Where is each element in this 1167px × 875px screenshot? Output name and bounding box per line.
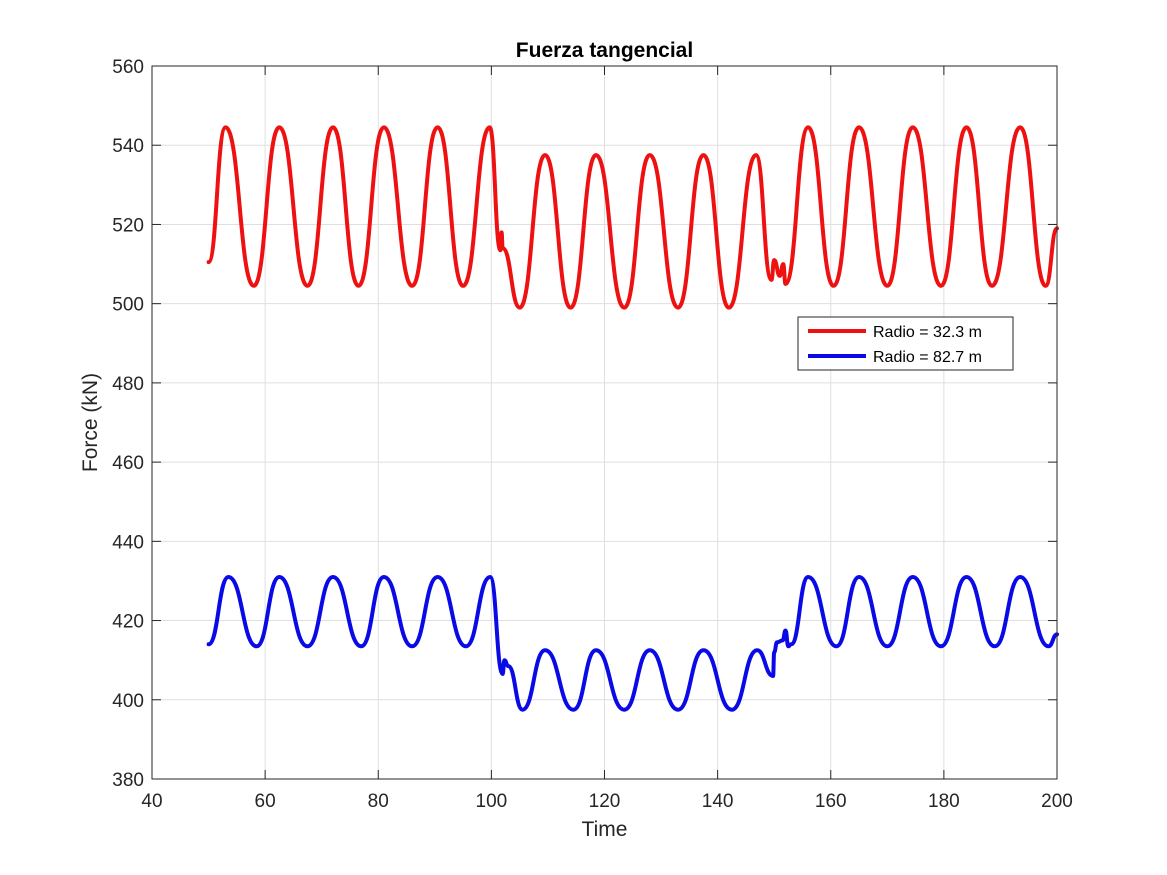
y-tick-label: 460 (112, 453, 144, 474)
x-tick-label: 200 (1041, 791, 1073, 812)
series-lines (206, 125, 1059, 712)
x-tick-label: 100 (476, 791, 508, 812)
x-tick-label: 160 (815, 791, 847, 812)
x-tick-label: 60 (255, 791, 276, 812)
x-tick-label: 40 (141, 791, 162, 812)
x-tick-label: 140 (702, 791, 734, 812)
legend-box (797, 316, 1014, 371)
y-tick-label: 400 (112, 691, 144, 712)
legend-label-series-2: Radio = 82.7 m (873, 349, 982, 366)
x-tick-label: 120 (589, 791, 621, 812)
y-tick-label: 500 (112, 295, 144, 316)
y-tick-label: 380 (112, 770, 144, 791)
y-tick-label: 560 (112, 57, 144, 78)
x-axis-title: Time (582, 818, 628, 841)
y-axis-title: Force (kN) (79, 373, 102, 472)
series-line-2 (206, 575, 1059, 712)
x-tick-label: 80 (368, 791, 389, 812)
x-tick-label: 180 (928, 791, 960, 812)
y-tick-label: 480 (112, 374, 144, 395)
y-tick-label: 540 (112, 136, 144, 157)
y-tick-label: 520 (112, 215, 144, 236)
y-tick-label: 440 (112, 532, 144, 553)
series-line-1 (206, 125, 1059, 310)
legend: Radio = 32.3 m Radio = 82.7 m (797, 316, 1014, 371)
axis-ticks: 40 60 80 100 120 140 160 180 200 380 400 420 440 460 4… (112, 57, 1073, 812)
chart-title: Fuerza tangencial (516, 39, 693, 62)
legend-label-series-1: Radio = 32.3 m (873, 324, 982, 341)
y-tick-label: 420 (112, 612, 144, 633)
